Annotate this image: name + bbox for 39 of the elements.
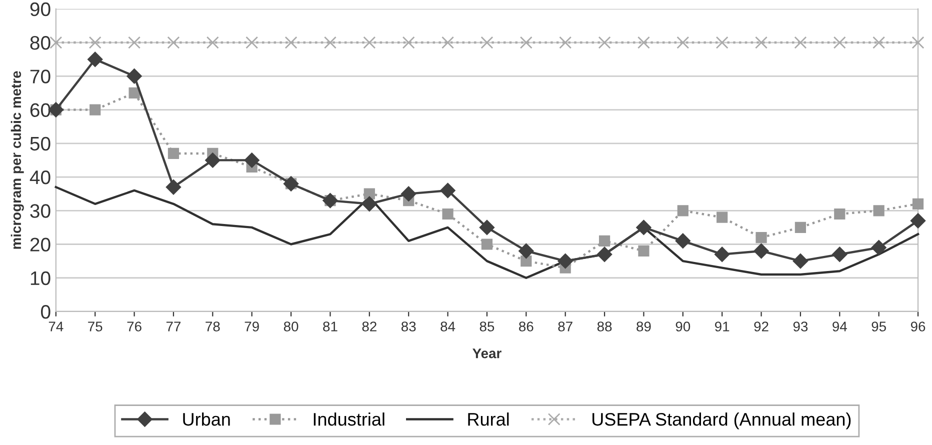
y-tick-label: 40 [30, 170, 50, 184]
x-tick-label: 86 [519, 322, 534, 332]
x-tick-label: 95 [872, 322, 886, 332]
y-tick-label: 30 [30, 204, 50, 218]
x-tick-label: 77 [166, 322, 181, 332]
y-tick-label: 10 [30, 271, 50, 286]
x-tick-label: 85 [480, 322, 494, 332]
y-tick-label: 0 [41, 304, 50, 319]
x-tick-label: 96 [910, 322, 926, 332]
x-tick-label: 76 [127, 322, 142, 332]
x-tick-label: 93 [793, 322, 808, 332]
legend-label: Urban [183, 412, 230, 426]
y-axis-title: microgram per cubic metre [10, 71, 24, 249]
y-tick-label: 70 [30, 70, 50, 84]
x-tick-label: 83 [401, 322, 416, 332]
x-tick-label: 91 [715, 322, 730, 332]
x-tick-label: 75 [88, 322, 102, 332]
legend-label: Rural [468, 412, 509, 426]
x-tick-label: 87 [558, 322, 572, 332]
legend-label: Industrial [314, 412, 384, 426]
x-tick-label: 84 [440, 322, 456, 332]
x-tick-label: 90 [676, 322, 690, 332]
x-tick-label: 82 [362, 322, 376, 332]
x-tick-label: 78 [206, 322, 220, 332]
x-tick-label: 81 [323, 322, 338, 332]
x-tick-label: 88 [597, 322, 612, 332]
x-tick-label: 89 [636, 322, 651, 332]
x-tick-label: 94 [832, 322, 847, 332]
y-tick-label: 50 [30, 136, 50, 151]
y-tick-label: 60 [30, 103, 50, 118]
x-tick-label: 92 [754, 322, 768, 332]
x-tick-label: 74 [48, 322, 64, 332]
x-tick-label: 80 [284, 322, 298, 332]
x-tick-label: 79 [244, 322, 259, 332]
y-tick-label: 20 [30, 238, 50, 252]
x-axis-title: Year [472, 348, 502, 358]
y-tick-label: 80 [30, 36, 50, 50]
legend-label: USEPA Standard (Annual mean) [592, 412, 851, 430]
y-tick-label: 90 [30, 2, 50, 16]
